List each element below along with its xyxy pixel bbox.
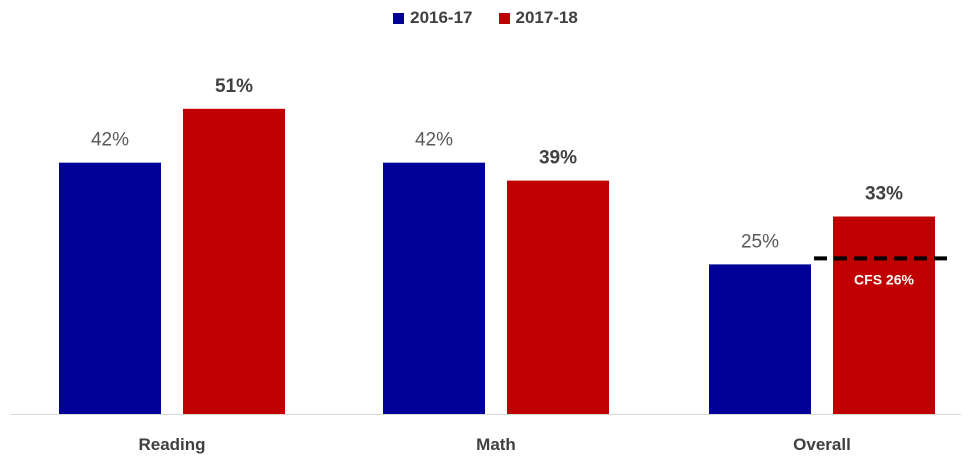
cfs-reference-label: CFS 26% bbox=[854, 271, 914, 287]
bar-reading-2016-17 bbox=[59, 162, 161, 414]
category-label-overall: Overall bbox=[793, 435, 851, 454]
legend-swatch-2016-17 bbox=[393, 12, 405, 24]
value-label-math-2016-17: 42% bbox=[415, 130, 453, 151]
bar-overall-2016-17 bbox=[709, 264, 811, 414]
bar-overall-2017-18 bbox=[833, 216, 935, 414]
bar-math-2016-17 bbox=[383, 162, 485, 414]
legend-label-2017-18: 2017-18 bbox=[515, 8, 578, 27]
bar-reading-2017-18 bbox=[183, 108, 285, 415]
category-label-math: Math bbox=[476, 435, 516, 454]
legend-label-2016-17: 2016-17 bbox=[410, 8, 473, 27]
value-label-reading-2016-17: 42% bbox=[91, 130, 129, 151]
value-label-math-2017-18: 39% bbox=[539, 148, 577, 169]
category-label-reading: Reading bbox=[138, 435, 205, 454]
bar-math-2017-18 bbox=[507, 180, 609, 414]
value-label-reading-2017-18: 51% bbox=[215, 76, 253, 97]
value-label-overall-2017-18: 33% bbox=[865, 184, 903, 205]
value-label-overall-2016-17: 25% bbox=[741, 231, 779, 252]
legend-item-2017-18: 2017-18 bbox=[498, 8, 578, 28]
legend-item-2016-17: 2016-17 bbox=[393, 8, 473, 28]
legend: 2016-17 2017-18 bbox=[0, 8, 971, 28]
legend-swatch-2017-18 bbox=[498, 12, 510, 24]
